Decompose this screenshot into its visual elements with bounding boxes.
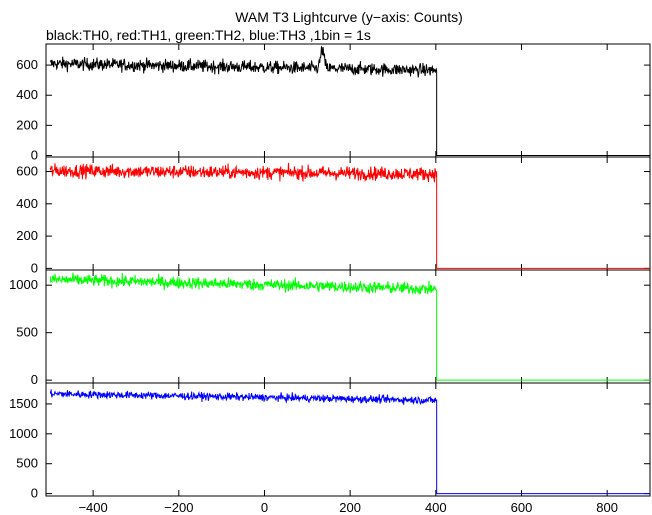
x-tick-label: −200 — [164, 500, 193, 515]
chart-subtitle: black:TH0, red:TH1, green:TH2, blue:TH3 … — [46, 27, 371, 43]
y-tick-label: 600 — [16, 164, 38, 179]
series-line-th2 — [49, 272, 650, 381]
x-tick-label: 200 — [339, 500, 361, 515]
y-tick-label: 200 — [16, 228, 38, 243]
y-tick-label: 0 — [31, 372, 38, 387]
x-tick-label: 400 — [425, 500, 447, 515]
y-tick-label: 1000 — [9, 277, 38, 292]
panel-frame-th0 — [45, 43, 651, 158]
y-tick-label: 400 — [16, 87, 38, 102]
y-tick-label: 0 — [31, 147, 38, 162]
x-tick-label: 600 — [511, 500, 533, 515]
panel-frame-th2 — [45, 269, 651, 384]
y-tick-label: 600 — [16, 57, 38, 72]
chart-title: WAM T3 Lightcurve (y−axis: Counts) — [235, 9, 463, 25]
panel-frame-th3 — [45, 382, 651, 497]
x-tick-label: −400 — [78, 500, 107, 515]
series-line-th1 — [49, 162, 650, 269]
y-tick-label: 0 — [31, 260, 38, 275]
y-tick-label: 1500 — [9, 396, 38, 411]
y-tick-label: 0 — [31, 486, 38, 501]
y-tick-label: 1000 — [9, 426, 38, 441]
y-tick-label: 500 — [16, 456, 38, 471]
y-tick-label: 200 — [16, 117, 38, 132]
x-tick-label: 800 — [596, 500, 618, 515]
panels-group: 0 200 400 600 0 200 400 600 0 500 1000 0 500 1000 1500… — [9, 43, 651, 515]
series-line-th0 — [49, 45, 650, 156]
y-tick-label: 400 — [16, 196, 38, 211]
x-tick-label: 0 — [261, 500, 268, 515]
y-tick-label: 500 — [16, 325, 38, 340]
series-line-th3 — [49, 389, 650, 495]
